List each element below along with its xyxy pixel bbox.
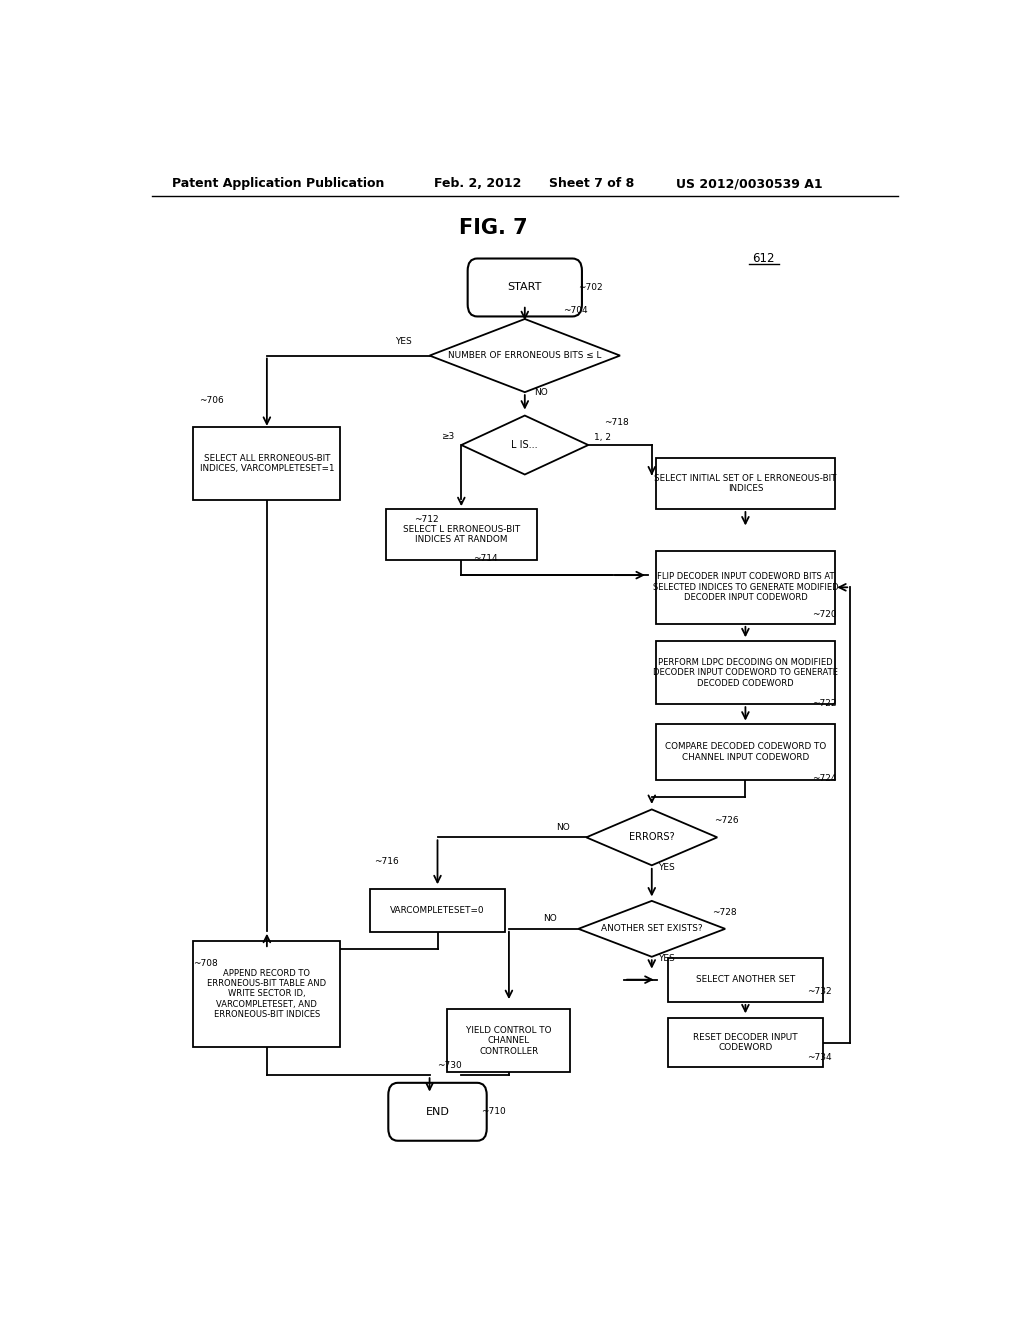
Text: SELECT INITIAL SET OF L ERRONEOUS-BIT
INDICES: SELECT INITIAL SET OF L ERRONEOUS-BIT IN… xyxy=(654,474,837,494)
Text: 1, 2: 1, 2 xyxy=(594,433,611,442)
Text: END: END xyxy=(426,1106,450,1117)
Text: COMPARE DECODED CODEWORD TO
CHANNEL INPUT CODEWORD: COMPARE DECODED CODEWORD TO CHANNEL INPU… xyxy=(665,742,826,762)
FancyBboxPatch shape xyxy=(656,642,835,704)
Text: ~716: ~716 xyxy=(374,857,398,866)
Text: Sheet 7 of 8: Sheet 7 of 8 xyxy=(549,177,634,190)
Text: Feb. 2, 2012: Feb. 2, 2012 xyxy=(433,177,521,190)
Text: YES: YES xyxy=(395,337,412,346)
FancyBboxPatch shape xyxy=(468,259,582,317)
Text: ~706: ~706 xyxy=(200,396,224,405)
Text: PERFORM LDPC DECODING ON MODIFIED
DECODER INPUT CODEWORD TO GENERATE
DECODED COD: PERFORM LDPC DECODING ON MODIFIED DECODE… xyxy=(653,657,838,688)
Text: ~708: ~708 xyxy=(194,958,218,968)
FancyBboxPatch shape xyxy=(194,426,340,500)
Text: ~710: ~710 xyxy=(481,1107,506,1117)
Text: APPEND RECORD TO
ERRONEOUS-BIT TABLE AND
WRITE SECTOR ID,
VARCOMPLETESET, AND
ER: APPEND RECORD TO ERRONEOUS-BIT TABLE AND… xyxy=(207,969,327,1019)
FancyBboxPatch shape xyxy=(194,941,340,1047)
Text: ~722: ~722 xyxy=(812,698,837,708)
Text: ~726: ~726 xyxy=(714,816,738,825)
Text: FLIP DECODER INPUT CODEWORD BITS AT
SELECTED INDICES TO GENERATE MODIFIED
DECODE: FLIP DECODER INPUT CODEWORD BITS AT SELE… xyxy=(652,573,839,602)
Text: YIELD CONTROL TO
CHANNEL
CONTROLLER: YIELD CONTROL TO CHANNEL CONTROLLER xyxy=(466,1026,552,1056)
Text: SELECT ALL ERRONEOUS-BIT
INDICES, VARCOMPLETESET=1: SELECT ALL ERRONEOUS-BIT INDICES, VARCOM… xyxy=(200,454,334,473)
Text: L IS...: L IS... xyxy=(511,440,539,450)
FancyBboxPatch shape xyxy=(388,1082,486,1140)
FancyBboxPatch shape xyxy=(656,458,835,510)
Polygon shape xyxy=(430,319,620,392)
Text: START: START xyxy=(508,282,542,293)
Text: NO: NO xyxy=(535,388,548,397)
FancyBboxPatch shape xyxy=(656,550,835,624)
Text: ~734: ~734 xyxy=(807,1053,831,1063)
Polygon shape xyxy=(461,416,588,474)
Text: SELECT ANOTHER SET: SELECT ANOTHER SET xyxy=(695,975,795,985)
Polygon shape xyxy=(587,809,717,866)
Text: US 2012/0030539 A1: US 2012/0030539 A1 xyxy=(676,177,822,190)
Text: ~718: ~718 xyxy=(604,418,629,428)
Text: NUMBER OF ERRONEOUS BITS ≤ L: NUMBER OF ERRONEOUS BITS ≤ L xyxy=(449,351,601,360)
Text: ≥3: ≥3 xyxy=(441,433,455,441)
FancyBboxPatch shape xyxy=(668,958,823,1002)
Text: ~724: ~724 xyxy=(812,774,837,783)
Text: ~730: ~730 xyxy=(437,1060,462,1069)
Text: RESET DECODER INPUT
CODEWORD: RESET DECODER INPUT CODEWORD xyxy=(693,1034,798,1052)
Text: ~704: ~704 xyxy=(563,306,588,315)
FancyBboxPatch shape xyxy=(386,510,537,560)
FancyBboxPatch shape xyxy=(656,725,835,780)
Text: NO: NO xyxy=(556,822,569,832)
Text: ~720: ~720 xyxy=(812,610,837,619)
Text: FIG. 7: FIG. 7 xyxy=(459,218,527,238)
Text: SELECT L ERRONEOUS-BIT
INDICES AT RANDOM: SELECT L ERRONEOUS-BIT INDICES AT RANDOM xyxy=(402,525,520,544)
Text: Patent Application Publication: Patent Application Publication xyxy=(172,177,384,190)
Text: ~728: ~728 xyxy=(712,908,736,917)
Text: ANOTHER SET EXISTS?: ANOTHER SET EXISTS? xyxy=(601,924,702,933)
Text: VARCOMPLETESET=0: VARCOMPLETESET=0 xyxy=(390,906,484,915)
FancyBboxPatch shape xyxy=(370,888,505,932)
Text: ~714: ~714 xyxy=(473,554,498,564)
Text: NO: NO xyxy=(544,915,557,923)
Text: YES: YES xyxy=(658,954,675,962)
Text: ~712: ~712 xyxy=(414,515,438,524)
Polygon shape xyxy=(579,900,725,957)
Text: ERRORS?: ERRORS? xyxy=(629,833,675,842)
Text: ~702: ~702 xyxy=(578,282,602,292)
FancyBboxPatch shape xyxy=(668,1018,823,1067)
Text: YES: YES xyxy=(658,863,675,873)
FancyBboxPatch shape xyxy=(447,1008,570,1072)
Text: ~732: ~732 xyxy=(807,987,831,997)
Text: 612: 612 xyxy=(752,252,774,264)
